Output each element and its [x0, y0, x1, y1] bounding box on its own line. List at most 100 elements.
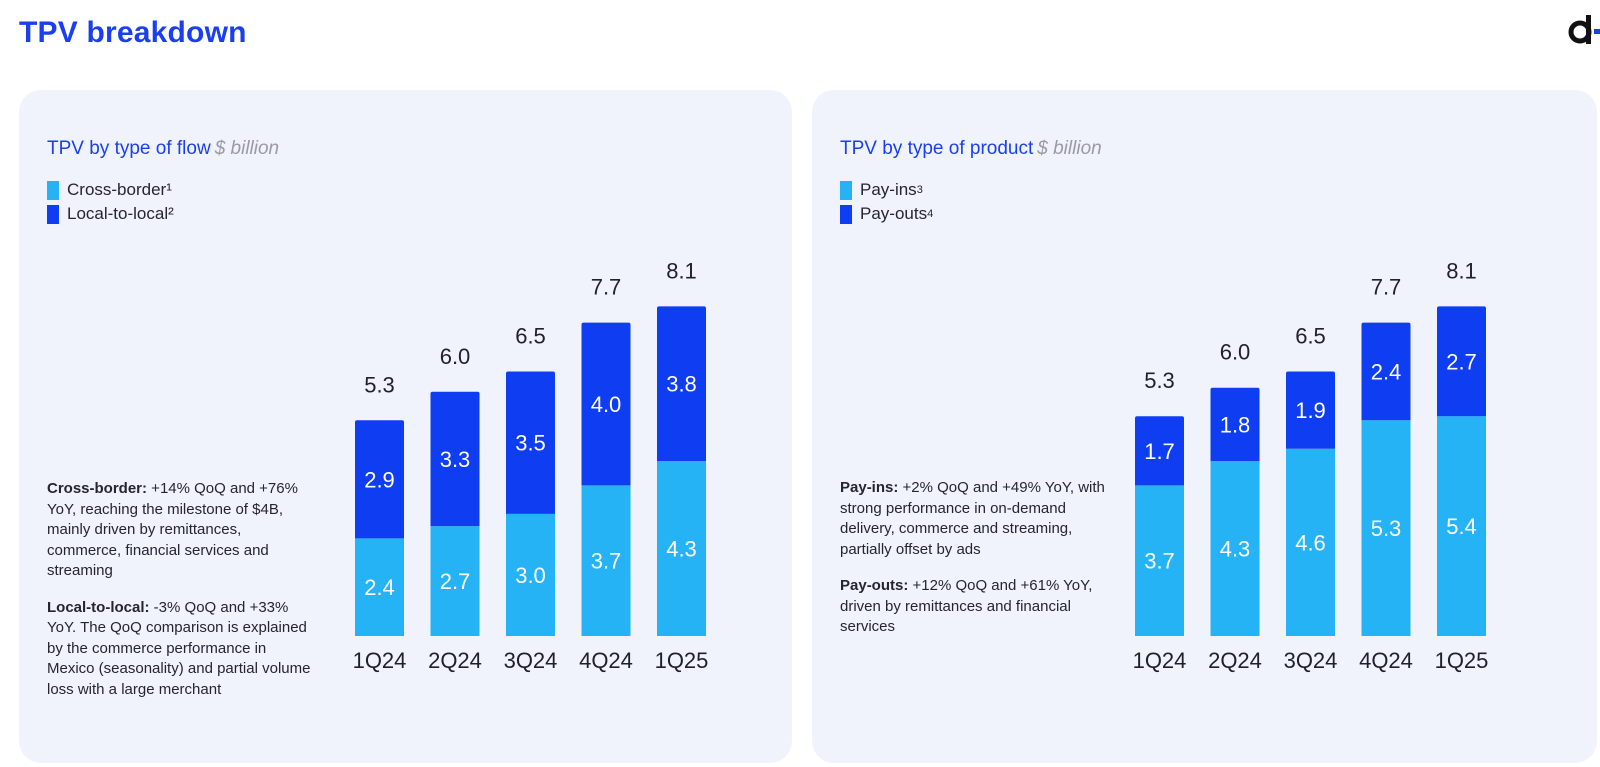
bar-segment-pay-ins-4q24 — [1361, 420, 1411, 636]
x-tick-label: 2Q24 — [428, 648, 482, 673]
bar-total-label: 6.0 — [440, 344, 471, 369]
legend-label: Cross-border — [67, 180, 167, 199]
bar-segment-cross-border-2q24 — [430, 526, 480, 636]
legend-footnote: ¹ — [166, 180, 172, 199]
bar-total-label: 6.0 — [1220, 340, 1251, 365]
chart-title: TPV by type of product $ billion — [840, 138, 1102, 160]
segment-value-label: 5.3 — [1371, 516, 1402, 541]
bar-segment-pay-outs-2q24 — [1210, 387, 1260, 461]
chart-unit: $ billion — [214, 138, 280, 159]
chart-title-text: TPV by type of flow — [47, 138, 211, 159]
segment-value-label: 1.9 — [1295, 398, 1326, 423]
chart-title: TPV by type of flow $ billion — [47, 138, 279, 160]
segment-value-label: 4.3 — [1220, 536, 1251, 561]
segment-value-label: 4.6 — [1295, 530, 1326, 555]
legend-item-pay-outs: Pay-outs 4 — [840, 202, 933, 226]
page-title: TPV breakdown — [19, 16, 247, 49]
legend-label: Local-to-local — [67, 204, 169, 223]
segment-value-label: 2.4 — [364, 575, 395, 600]
segment-value-label: 3.7 — [1144, 549, 1175, 574]
legend-footnote: ² — [168, 204, 174, 223]
commentary: Pay-ins: +2% QoQ and +49% YoY, with stro… — [840, 478, 1110, 654]
legend: Pay-ins 3 Pay-outs 4 — [840, 178, 933, 226]
legend-item-local-to-local: Local-to-local ² — [47, 202, 174, 226]
bar-segment-local-to-local-3q24 — [506, 371, 555, 514]
tpv-by-flow-panel: TPV by type of flow $ billion Cross-borde… — [19, 90, 792, 763]
bar-segment-pay-outs-4q24 — [1361, 322, 1411, 421]
segment-value-label: 3.0 — [515, 563, 546, 588]
bar-segment-pay-ins-1q24 — [1135, 485, 1184, 636]
legend-swatch — [840, 180, 852, 200]
bar-total-label: 8.1 — [666, 258, 697, 283]
bar-segment-cross-border-1q24 — [355, 538, 404, 636]
segment-value-label: 4.3 — [666, 536, 697, 561]
x-tick-label: 1Q25 — [655, 648, 709, 673]
legend-item-pay-ins: Pay-ins 3 — [840, 178, 933, 202]
x-tick-label: 4Q24 — [579, 648, 633, 673]
bar-segment-pay-ins-1q25 — [1437, 416, 1486, 636]
segment-value-label: 3.3 — [440, 447, 471, 472]
bar-segment-cross-border-4q24 — [581, 485, 631, 636]
segment-value-label: 1.8 — [1220, 412, 1251, 437]
bar-total-label: 7.7 — [1371, 275, 1402, 300]
note-text: +2% QoQ and +49% YoY, with strong perfor… — [840, 479, 1105, 558]
x-tick-label: 1Q25 — [1435, 648, 1489, 673]
bar-total-label: 6.5 — [1295, 323, 1326, 348]
legend-swatch — [47, 204, 59, 224]
segment-value-label: 5.4 — [1446, 514, 1477, 539]
tpv-by-product-panel: TPV by type of product $ billion Pay-ins 3… — [812, 90, 1597, 763]
note-local-to-local: Local-to-local: -3% QoQ and +33% YoY. Th… — [47, 598, 317, 701]
segment-value-label: 2.9 — [364, 467, 395, 492]
segment-value-label: 2.7 — [440, 569, 471, 594]
bar-segment-local-to-local-1q25 — [657, 306, 706, 461]
legend-footnote: 4 — [927, 208, 934, 220]
legend-label: Pay-ins — [860, 180, 917, 199]
segment-value-label: 4.0 — [591, 392, 622, 417]
note-cross-border: Cross-border: +14% QoQ and +76% YoY, rea… — [47, 479, 317, 582]
note-pay-ins: Pay-ins: +2% QoQ and +49% YoY, with stro… — [840, 478, 1110, 560]
chart-title-text: TPV by type of product — [840, 138, 1034, 159]
bar-segment-local-to-local-4q24 — [581, 322, 631, 486]
segment-value-label: 3.7 — [591, 549, 622, 574]
note-text: +12% QoQ and +61% YoY, driven by remitta… — [840, 577, 1093, 635]
note-label: Cross-border: — [47, 480, 148, 497]
legend: Cross-border ¹ Local-to-local ² — [47, 178, 174, 226]
x-tick-label: 1Q24 — [1133, 648, 1187, 673]
bar-segment-cross-border-3q24 — [506, 513, 555, 636]
d-logo-icon — [1560, 10, 1600, 50]
chart-unit: $ billion — [1037, 138, 1102, 159]
tpv-by-product-chart: 3.7 1.7 5.3 1Q24 4.3 1.8 6.0 2Q24 4.6 1.9 6.5 3Q24 5… — [1133, 258, 1489, 673]
bar-segment-pay-ins-2q24 — [1210, 460, 1260, 636]
segment-value-label: 3.5 — [515, 431, 546, 456]
commentary: Cross-border: +14% QoQ and +76% YoY, rea… — [47, 479, 317, 716]
note-label: Pay-ins: — [840, 479, 899, 496]
bar-segment-pay-outs-1q24 — [1135, 416, 1184, 486]
bar-total-label: 6.5 — [515, 323, 546, 348]
bar-segment-cross-border-1q25 — [657, 460, 706, 636]
x-tick-label: 1Q24 — [353, 648, 407, 673]
bar-segment-pay-outs-3q24 — [1286, 371, 1335, 449]
segment-value-label: 1.7 — [1144, 439, 1175, 464]
x-tick-label: 2Q24 — [1208, 648, 1262, 673]
bar-total-label: 5.3 — [364, 372, 395, 397]
bar-total-label: 5.3 — [1144, 368, 1175, 393]
x-tick-label: 3Q24 — [504, 648, 558, 673]
bar-segment-local-to-local-2q24 — [430, 391, 480, 527]
bar-segment-local-to-local-1q24 — [355, 420, 404, 539]
bar-segment-pay-outs-1q25 — [1437, 306, 1486, 417]
note-label: Pay-outs: — [840, 577, 909, 594]
segment-value-label: 2.4 — [1371, 359, 1402, 384]
segment-value-label: 2.7 — [1446, 349, 1477, 374]
note-label: Local-to-local: — [47, 598, 150, 616]
note-text: -3% QoQ and +33% YoY. The QoQ comparison… — [47, 598, 311, 698]
bar-total-label: 8.1 — [1446, 258, 1477, 283]
bar-total-label: 7.7 — [591, 275, 622, 300]
tpv-by-flow-chart: 2.4 2.9 5.3 1Q24 2.7 3.3 6.0 2Q24 3.0 3.5 6.5 3Q24 3… — [353, 258, 709, 673]
legend-swatch — [840, 204, 852, 224]
legend-item-cross-border: Cross-border ¹ — [47, 178, 174, 202]
legend-swatch — [47, 180, 59, 200]
legend-footnote: 3 — [916, 184, 923, 196]
legend-label: Pay-outs — [860, 204, 928, 223]
x-tick-label: 4Q24 — [1359, 648, 1413, 673]
x-tick-label: 3Q24 — [1284, 648, 1338, 673]
